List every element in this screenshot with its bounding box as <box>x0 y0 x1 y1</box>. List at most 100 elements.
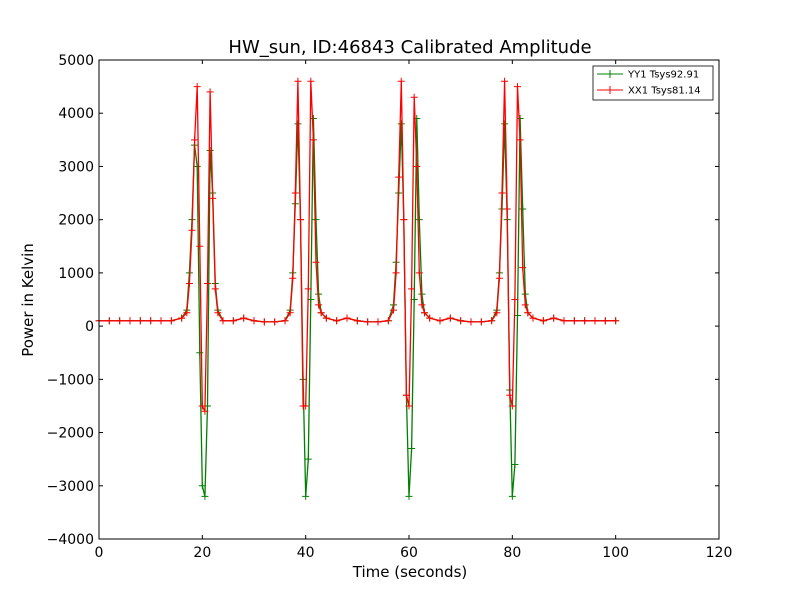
x-tick-label: 0 <box>95 545 104 561</box>
data-point <box>206 88 214 96</box>
data-point <box>309 115 317 123</box>
data-point <box>304 285 312 293</box>
data-point <box>307 77 315 85</box>
data-point <box>198 402 206 410</box>
data-point <box>157 317 165 325</box>
chart-title: HW_sun, ID:46843 Calibrated Amplitude <box>228 37 591 58</box>
data-point <box>309 136 317 144</box>
y-tick-label: −2000 <box>47 426 94 442</box>
data-point <box>519 264 527 272</box>
data-point <box>333 317 341 325</box>
data-point <box>539 317 547 325</box>
data-point <box>353 317 361 325</box>
data-point <box>436 317 444 325</box>
data-point <box>402 391 410 399</box>
data-point <box>206 146 214 154</box>
data-point <box>126 317 134 325</box>
data-point <box>498 189 506 197</box>
data-point <box>229 317 237 325</box>
data-point <box>294 77 302 85</box>
data-point <box>390 306 397 314</box>
data-point <box>511 296 519 303</box>
data-point <box>209 194 217 202</box>
y-tick-label: −1000 <box>47 372 94 388</box>
data-point <box>413 162 421 170</box>
data-point <box>343 314 351 322</box>
data-point <box>426 314 434 322</box>
data-point <box>302 492 310 500</box>
data-point <box>503 205 511 213</box>
tick-layer: 0 20 40 60 80 100 120 −4000 −3000 −2000 −1000 0 1000… <box>47 53 733 561</box>
data-point <box>506 391 514 399</box>
x-axis-label: Time (seconds) <box>352 563 468 581</box>
data-point <box>250 317 258 325</box>
data-point <box>302 402 310 410</box>
data-point <box>271 318 279 326</box>
data-point <box>570 317 578 325</box>
data-point <box>418 290 426 298</box>
data-point <box>105 317 113 325</box>
data-point <box>477 318 485 326</box>
y-tick-label: 2000 <box>58 213 94 229</box>
data-point <box>294 120 302 128</box>
data-point <box>601 317 609 325</box>
legend-marker-xx1 <box>606 86 614 94</box>
data-point <box>392 269 400 277</box>
data-point <box>291 189 299 197</box>
y-tick-label: −3000 <box>47 479 94 495</box>
data-point <box>514 83 521 91</box>
data-point <box>196 242 204 250</box>
data-point <box>191 136 199 144</box>
data-point <box>421 309 428 317</box>
legend-box <box>592 65 714 101</box>
data-point <box>188 226 196 234</box>
data-point <box>286 309 294 317</box>
data-point <box>289 274 297 282</box>
data-point <box>581 317 589 325</box>
data-point <box>312 216 320 224</box>
data-point <box>501 77 509 85</box>
x-tick-label: 20 <box>193 545 211 561</box>
data-point <box>364 318 372 326</box>
data-point <box>397 77 405 85</box>
y-tick-label: 0 <box>85 319 94 335</box>
legend-label-yy1: YY1 Tsys92.91 <box>627 70 699 81</box>
data-point <box>198 482 206 490</box>
data-point <box>400 216 408 224</box>
data-point <box>405 402 413 410</box>
data-point <box>395 173 403 181</box>
data-point <box>519 205 527 213</box>
data-point <box>408 285 416 293</box>
data-point <box>591 317 599 325</box>
data-point <box>204 280 211 288</box>
data-point <box>312 258 320 266</box>
data-point <box>550 314 558 322</box>
data-point <box>560 317 568 325</box>
data-point <box>185 280 193 288</box>
data-point <box>260 318 268 326</box>
data-point <box>397 120 405 128</box>
data-point <box>521 301 529 309</box>
y-tick-label: −4000 <box>47 532 94 548</box>
data-point <box>281 317 289 325</box>
data-point <box>193 162 201 170</box>
y-tick-label: 1000 <box>58 266 94 282</box>
data-point <box>183 309 191 317</box>
data-point <box>405 492 413 500</box>
data-point <box>514 311 521 319</box>
data-point <box>446 314 454 322</box>
data-point <box>384 317 392 325</box>
x-tick-label: 100 <box>602 545 629 561</box>
data-point <box>374 318 382 326</box>
data-point <box>240 314 248 322</box>
data-point <box>508 402 516 410</box>
legend: YY1 Tsys92.91 XX1 Tsys81.14 <box>592 65 714 101</box>
data-point <box>116 317 124 325</box>
data-point <box>488 317 496 325</box>
data-point <box>408 445 416 453</box>
data-point <box>511 460 519 468</box>
data-point <box>493 309 501 317</box>
series-layer <box>95 77 620 500</box>
data-point <box>147 317 155 325</box>
